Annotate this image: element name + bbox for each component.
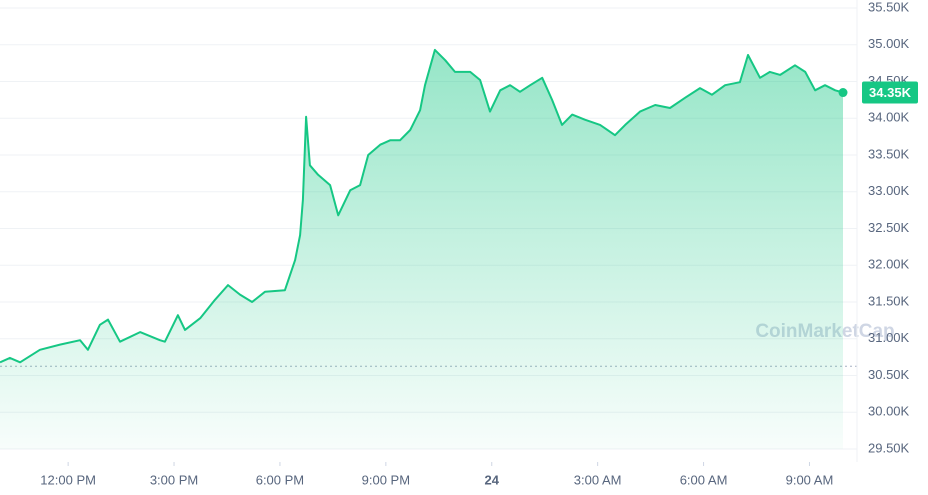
y-tick-label: 29.50K xyxy=(868,440,910,455)
y-tick-label: 31.00K xyxy=(868,330,910,345)
y-tick-label: 30.00K xyxy=(868,404,910,419)
y-tick-label: 33.00K xyxy=(868,183,910,198)
y-tick-label: 34.00K xyxy=(868,110,910,125)
x-tick-label: 3:00 AM xyxy=(574,472,622,487)
x-tick-label: 3:00 PM xyxy=(150,472,198,487)
price-line xyxy=(0,48,844,364)
y-tick-label: 30.50K xyxy=(868,367,910,382)
last-price-box xyxy=(862,81,918,104)
last-point xyxy=(838,88,848,98)
x-tick-label: 24 xyxy=(485,472,500,487)
x-tick-label: 9:00 AM xyxy=(786,472,834,487)
y-tick-label: 32.00K xyxy=(868,257,910,272)
x-tick-label: 6:00 AM xyxy=(680,472,728,487)
x-tick-label: 9:00 PM xyxy=(362,472,410,487)
area xyxy=(0,49,843,450)
x-tick-label: 12:00 PM xyxy=(40,472,96,487)
y-tick-label: 31.50K xyxy=(868,293,910,308)
x-tick-label: 6:00 PM xyxy=(256,472,304,487)
y-tick-label: 35.50K xyxy=(868,0,910,14)
y-tick-label: 35.00K xyxy=(868,36,910,51)
y-tick-label: 32.50K xyxy=(868,220,910,235)
last-price-label: 34.35K xyxy=(869,85,912,100)
y-tick-label: 33.50K xyxy=(868,146,910,161)
